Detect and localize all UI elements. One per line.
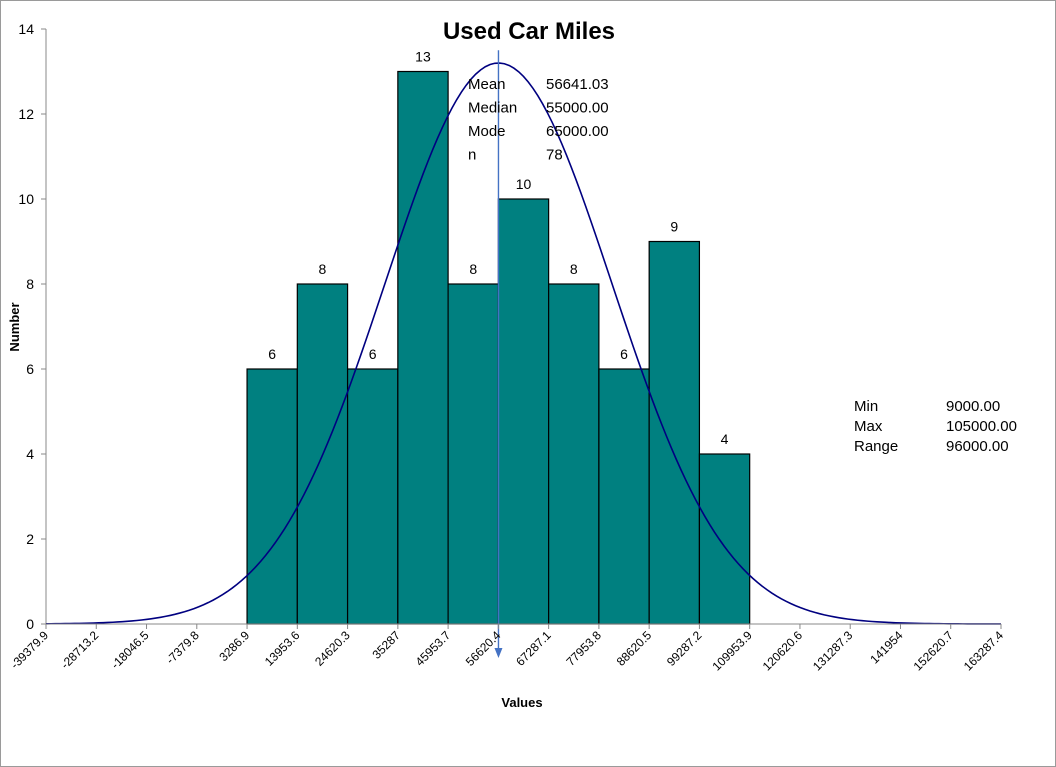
y-tick-label: 0 bbox=[26, 616, 34, 632]
x-tick-label: -28713.2 bbox=[58, 628, 102, 672]
histogram-bar bbox=[346, 368, 399, 625]
stat-value: 65000.00 bbox=[546, 123, 609, 140]
x-tick-label: 99287.2 bbox=[664, 628, 705, 669]
x-tick-label: 35287 bbox=[369, 628, 403, 662]
y-tick-label: 14 bbox=[18, 21, 34, 37]
range-stat-label: Min bbox=[854, 398, 878, 415]
histogram-bar bbox=[648, 240, 701, 625]
histogram-bar bbox=[497, 198, 550, 625]
bar-value-label: 4 bbox=[721, 431, 729, 447]
stat-value: 56641.03 bbox=[546, 76, 609, 93]
bars: 6 8 6 13 8 10 8 6 9 4 bbox=[246, 49, 751, 625]
range-stat-value: 105000.00 bbox=[946, 418, 1017, 435]
x-tick-label: 88620.5 bbox=[614, 628, 655, 669]
x-tick-label: 45953.7 bbox=[413, 628, 454, 669]
x-tick-label: 3286.9 bbox=[216, 628, 252, 664]
histogram-bar bbox=[548, 283, 600, 625]
normal-curve-group bbox=[45, 62, 1002, 625]
bar-value-label: 6 bbox=[268, 346, 276, 362]
bar-value-label: 8 bbox=[469, 261, 477, 277]
histogram-bar bbox=[598, 368, 650, 625]
bar-value-label: 8 bbox=[570, 261, 578, 277]
x-tick-label: 13953.6 bbox=[262, 628, 303, 669]
range-stat-label: Max bbox=[854, 418, 883, 435]
normal-curve bbox=[45, 62, 1002, 625]
bar-value-label: 6 bbox=[620, 346, 628, 362]
x-tick-label: 67287.1 bbox=[513, 628, 554, 669]
range-stat-label: Range bbox=[854, 438, 898, 455]
y-axis: 0 2 4 6 8 10 12 14 bbox=[18, 21, 47, 632]
stat-label: Mean bbox=[468, 76, 506, 93]
x-tick-label: 24620.3 bbox=[312, 628, 353, 669]
y-tick-label: 2 bbox=[26, 531, 34, 547]
y-tick-label: 12 bbox=[18, 106, 34, 122]
x-tick-label: 141954 bbox=[867, 628, 905, 666]
range-stat-value: 9000.00 bbox=[946, 398, 1000, 415]
stat-value: 55000.00 bbox=[546, 100, 609, 117]
x-tick-label: 77953.8 bbox=[563, 628, 604, 669]
bar-value-label: 9 bbox=[670, 219, 678, 235]
mean-arrow-head bbox=[494, 648, 503, 658]
stats-main: Mean 56641.03 Median 55000.00 Mode 65000.00 n 7… bbox=[468, 76, 609, 164]
histogram-bar bbox=[447, 283, 499, 625]
x-axis: -39379.9 -28713.2 -18046.5 -7379.8 3286.9 139… bbox=[8, 623, 1007, 674]
y-tick-label: 6 bbox=[26, 361, 34, 377]
stat-value: 78 bbox=[546, 147, 563, 164]
histogram-bar bbox=[698, 453, 751, 625]
x-tick-label: 120620.6 bbox=[760, 628, 806, 674]
x-tick-label: 152620.7 bbox=[911, 628, 957, 674]
x-tick-label: 163287.4 bbox=[961, 628, 1007, 674]
x-tick-label: 109953.9 bbox=[710, 628, 756, 674]
stats-range: Min 9000.00 Max 105000.00 Range 96000.00 bbox=[854, 398, 1017, 455]
bar-value-label: 13 bbox=[415, 49, 431, 65]
y-tick-label: 4 bbox=[26, 446, 34, 462]
range-stat-value: 96000.00 bbox=[946, 438, 1009, 455]
x-axis-label: Values bbox=[501, 695, 542, 710]
histogram-bar bbox=[397, 70, 449, 625]
x-tick-label: -39379.9 bbox=[8, 628, 52, 672]
bar-value-label: 6 bbox=[369, 346, 377, 362]
chart-title: Used Car Miles bbox=[443, 18, 615, 45]
y-axis-label: Number bbox=[7, 302, 22, 351]
stat-label: n bbox=[468, 147, 476, 164]
mean-marker-group bbox=[494, 50, 503, 658]
stat-label: Median bbox=[468, 100, 517, 117]
y-tick-label: 10 bbox=[18, 191, 34, 207]
histogram-bar bbox=[246, 368, 298, 625]
bar-value-label: 10 bbox=[516, 176, 532, 192]
stat-label: Mode bbox=[468, 123, 506, 140]
x-tick-label: -7379.8 bbox=[163, 628, 202, 667]
y-tick-label: 8 bbox=[26, 276, 34, 292]
bar-value-label: 8 bbox=[319, 261, 327, 277]
x-tick-label: -18046.5 bbox=[108, 628, 152, 672]
x-tick-label: 131287.3 bbox=[810, 628, 856, 674]
